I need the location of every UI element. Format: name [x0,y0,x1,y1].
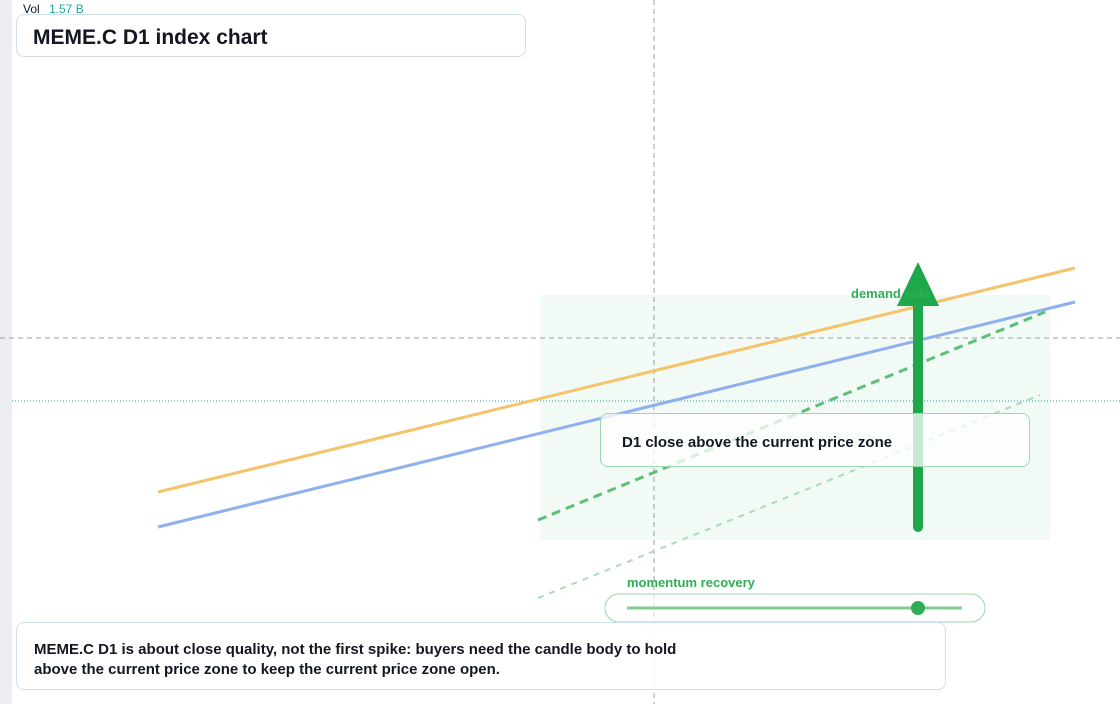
momentum-dot [911,601,925,615]
note-box: MEME.C D1 is about close quality, not th… [16,622,946,690]
title-box: MEME.C D1 index chart [16,14,526,57]
note-line: above the current price zone to keep the… [34,661,500,678]
vol-label: Vol [23,2,40,16]
demand-label: demand side [851,286,930,301]
callout-box: D1 close above the current price zone [600,413,1030,467]
vol-value: 1.57 B [49,2,84,16]
note: MEME.C D1 is about close quality, not th… [34,640,676,680]
momentum-label: momentum recovery [627,575,756,590]
arrow-head [897,262,939,306]
title: MEME.C D1 index chart [33,26,268,49]
note-line: MEME.C D1 is about close quality, not th… [34,641,677,658]
callout: D1 close above the current price zone [622,434,893,451]
left-strip [0,0,12,704]
